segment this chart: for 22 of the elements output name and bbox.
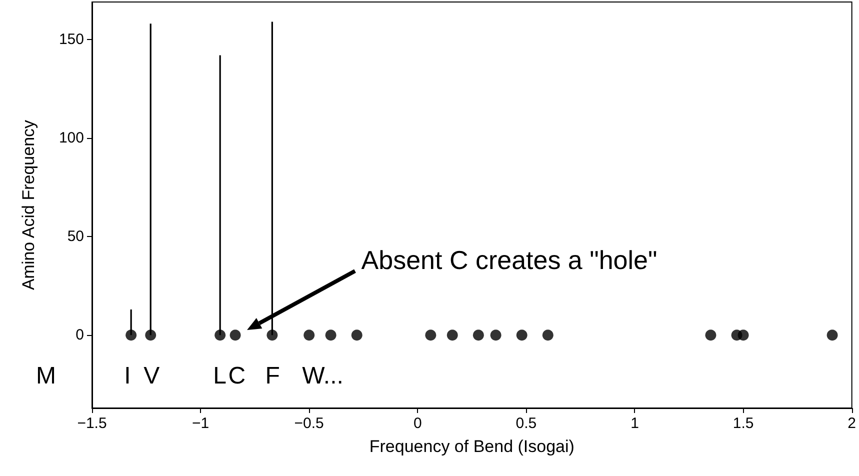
y-tick-label: 150 xyxy=(58,30,84,48)
y-tick-label: 50 xyxy=(67,228,84,246)
y-axis-title: Amino Acid Frequency xyxy=(19,119,38,290)
annotation: Absent C creates a "hole" xyxy=(361,245,658,276)
annotation: F xyxy=(265,362,280,390)
x-tick-label: 2 xyxy=(848,415,856,432)
x-tick-label: −1 xyxy=(192,415,210,432)
annotation: I xyxy=(124,362,131,390)
text: M xyxy=(36,362,56,390)
annotation: L xyxy=(213,362,226,390)
x-axis-title: Frequency of Bend (Isogai) xyxy=(369,437,574,456)
x-tick-label: −0.5 xyxy=(294,415,324,432)
x-tick-label: −1.5 xyxy=(77,415,107,432)
x-tick-label: 0.5 xyxy=(516,415,537,432)
x-tick-label: 1 xyxy=(630,415,639,432)
annotation: W... xyxy=(302,362,344,390)
x-tick-label: 0 xyxy=(413,415,422,432)
x-tick-label: 1.5 xyxy=(732,415,754,432)
y-tick-label: 100 xyxy=(58,129,84,146)
y-tick-label: 0 xyxy=(76,326,84,344)
annotation: C xyxy=(228,362,246,390)
annotation: V xyxy=(144,362,160,390)
